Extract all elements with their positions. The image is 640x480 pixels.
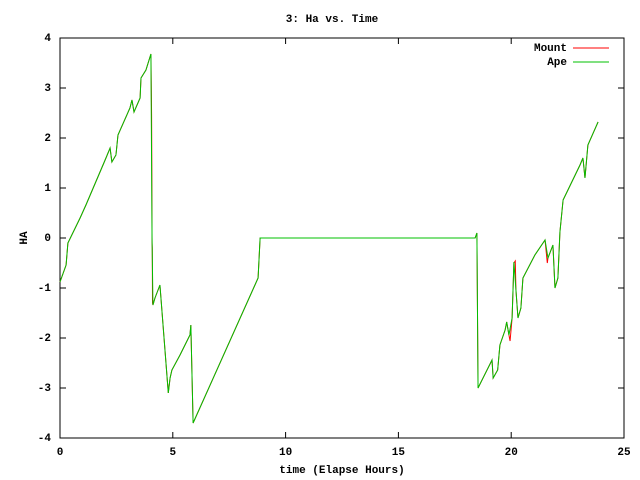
chart-title: 3: Ha vs. Time [286,14,379,26]
legend-label: Mount [534,43,567,55]
x-tick-label: 5 [169,447,176,459]
y-tick-label: -2 [38,333,51,345]
x-tick-label: 0 [57,447,64,459]
x-tick-label: 20 [505,447,518,459]
x-tick-label: 10 [279,447,292,459]
y-axis-label: HA [19,231,31,245]
x-axis-label: time (Elapse Hours) [279,465,404,477]
series-line [59,53,599,424]
y-tick-label: 1 [44,183,51,195]
y-tick-label: 3 [44,83,51,95]
x-tick-label: 25 [617,447,631,459]
y-tick-label: 2 [44,133,51,145]
y-tick-label: -3 [38,383,52,395]
legend-label: Ape [547,57,567,69]
y-tick-label: 4 [44,33,51,45]
y-tick-label: 0 [44,233,51,245]
y-tick-label: -4 [38,433,52,445]
y-tick-label: -1 [38,283,52,295]
x-tick-label: 15 [392,447,406,459]
